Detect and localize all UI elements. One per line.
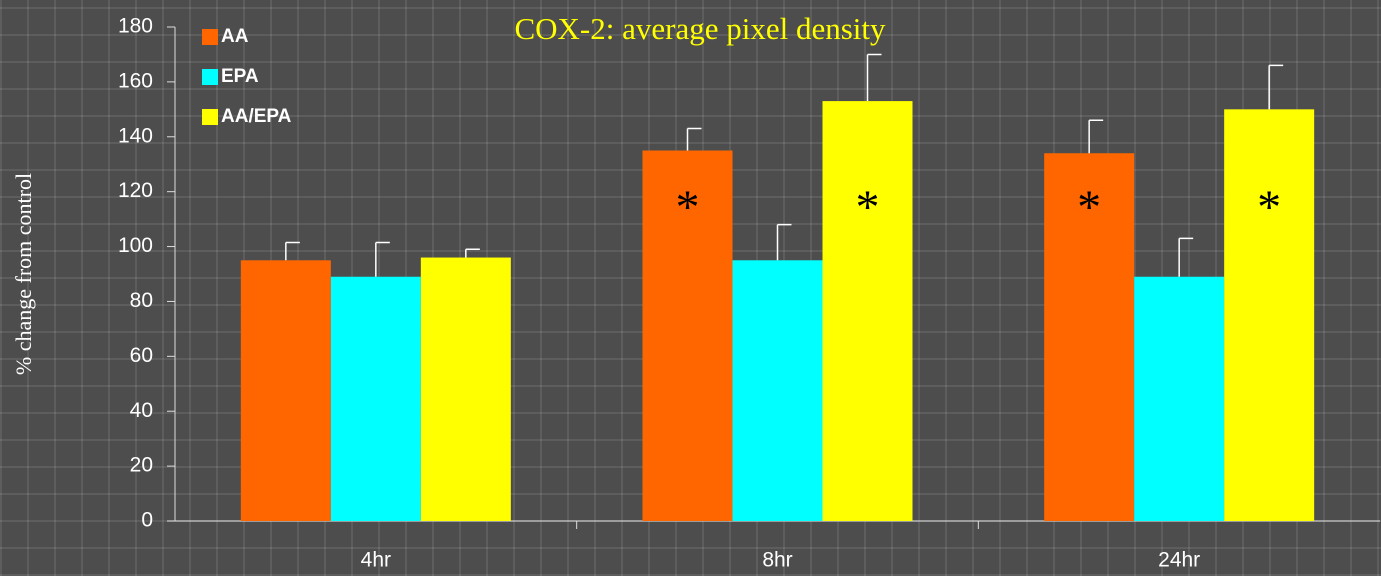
annotation: * [1257,181,1281,234]
x-tick-label: 8hr [762,549,792,572]
y-tick-label: 180 [118,15,153,38]
error-bar [686,127,702,151]
legend-label: EPA [221,66,259,87]
error-bar [776,223,792,261]
y-tick-label: 0 [141,509,153,532]
bar [240,260,331,521]
error-bar [285,241,300,261]
y-tick-label: 60 [130,344,153,367]
legend-swatch [202,29,218,45]
legend-label: AA [221,26,249,47]
error-bar [1088,119,1104,154]
legend-swatch [202,109,218,125]
legend-label: AA/EPA [221,106,292,127]
y-tick-label: 20 [130,454,153,477]
annotation: * [856,181,880,234]
bar [420,257,511,521]
error-bar [866,53,882,102]
y-tick-label: 140 [118,124,153,147]
y-tick-label: 80 [130,289,153,312]
y-tick-label: 160 [118,69,153,92]
bar [1224,109,1315,521]
annotation: * [676,181,700,234]
y-tick-label: 100 [118,234,153,257]
error-bar [375,241,390,277]
bar [330,276,421,521]
bar [1044,153,1135,521]
legend-swatch [202,69,218,85]
x-tick-label: 24hr [1158,549,1200,572]
error-bar [1268,64,1284,110]
x-tick-label: 4hr [361,549,391,572]
bar [1134,276,1225,521]
y-tick-label: 40 [130,399,153,422]
y-tick-label: 120 [118,179,153,202]
error-bar [1178,237,1194,277]
bar [642,150,733,521]
y-axis-label: % change from control [11,173,36,375]
chart-title: COX-2: average pixel density [514,11,886,46]
annotation: * [1077,181,1101,234]
error-bar [465,248,480,258]
bar [732,260,823,521]
bar [822,101,913,521]
